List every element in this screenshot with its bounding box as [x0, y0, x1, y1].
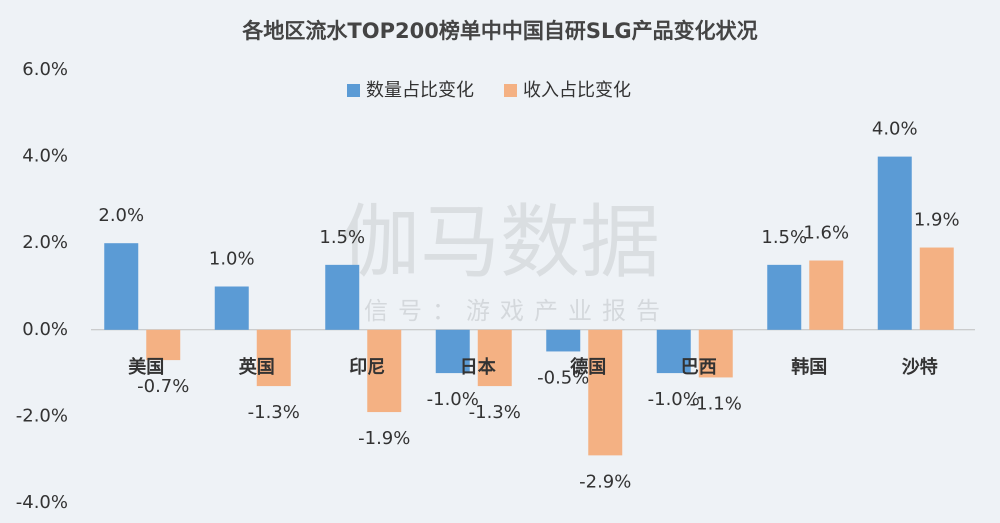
- y-tick-label: 0.0%: [22, 319, 68, 340]
- value-label: -1.3%: [469, 402, 521, 423]
- x-tick-label: 印尼: [349, 357, 385, 378]
- x-tick-label: 德国: [570, 356, 606, 378]
- value-label: 1.5%: [761, 227, 807, 248]
- bar: [104, 243, 139, 330]
- value-label: -1.0%: [427, 389, 479, 410]
- legend-swatch: [504, 84, 517, 97]
- bar: [809, 260, 844, 330]
- x-tick-label: 日本: [460, 356, 496, 378]
- y-tick-label: -4.0%: [16, 492, 68, 513]
- value-label: 4.0%: [872, 119, 918, 140]
- legend-label: 收入占比变化: [523, 80, 631, 101]
- bar: [767, 264, 802, 330]
- legend-label: 数量占比变化: [366, 80, 474, 101]
- y-tick-label: 6.0%: [22, 59, 68, 80]
- watermark-subtitle: 微信号：游戏产业报告: [330, 297, 670, 325]
- bar: [919, 247, 954, 330]
- value-label: -1.3%: [248, 402, 300, 423]
- x-tick-label: 英国: [238, 356, 275, 378]
- bar: [435, 329, 470, 374]
- x-tick-label: 韩国: [791, 356, 827, 378]
- value-label: -0.7%: [137, 376, 189, 397]
- bar: [325, 264, 360, 330]
- value-label: 1.6%: [803, 223, 849, 244]
- value-label: -1.9%: [358, 428, 410, 449]
- bar: [546, 329, 581, 352]
- bar: [146, 329, 181, 361]
- chart-title: 各地区流水TOP200榜单中中国自研SLG产品变化状况: [241, 19, 757, 43]
- value-label: -1.0%: [648, 389, 700, 410]
- bar: [477, 329, 512, 387]
- bar: [698, 329, 733, 378]
- x-tick-label: 沙特: [902, 356, 938, 378]
- y-tick-label: 4.0%: [22, 146, 68, 167]
- bar: [877, 156, 912, 330]
- y-tick-label: 2.0%: [22, 232, 68, 253]
- value-label: 2.0%: [98, 205, 144, 226]
- x-tick-label: 巴西: [681, 357, 717, 378]
- bar: [588, 329, 623, 456]
- legend-swatch: [347, 84, 360, 97]
- value-label: -0.5%: [537, 367, 589, 388]
- value-label: 1.9%: [914, 210, 960, 231]
- bar: [367, 329, 402, 413]
- bar: [214, 286, 249, 330]
- value-label: -2.9%: [579, 471, 631, 492]
- bar: [256, 329, 291, 387]
- value-label: -1.1%: [690, 393, 742, 414]
- value-label: 1.5%: [319, 227, 365, 248]
- bar: [656, 329, 691, 374]
- watermark: 伽马数据: [340, 196, 660, 289]
- value-label: 1.0%: [209, 249, 255, 270]
- y-tick-label: -2.0%: [16, 405, 68, 426]
- x-tick-label: 美国: [128, 356, 164, 378]
